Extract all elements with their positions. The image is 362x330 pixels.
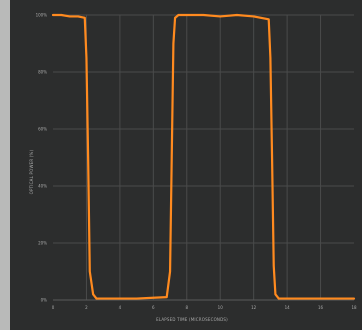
x-tick-label: 16 [318,305,324,310]
y-tick-label: 60% [38,127,47,132]
x-axis-title: ELAPSED TIME (MICROSECONDS) [156,317,228,322]
x-tick-label: 2 [85,305,88,310]
optical-power-line-chart: 0% 20% 40% 60% 80% 100% 0 2 4 6 8 10 12 14 16 18 OPTICA… [29,13,357,323]
y-tick-label: 80% [38,70,47,75]
x-tick-label: 4 [119,305,122,310]
x-tick-label: 14 [285,305,291,310]
y-tick-label: 20% [38,241,47,246]
series-group [51,13,356,300]
tick-labels: 0% 20% 40% 60% 80% 100% 0 2 4 6 8 10 12 14 16 18 [36,13,357,311]
chart-panel: 0% 20% 40% 60% 80% 100% 0 2 4 6 8 10 12 14 16 18 OPTICA… [10,0,362,330]
x-tick-label: 10 [218,305,224,310]
y-tick-label: 100% [36,13,48,18]
x-tick-label: 18 [351,305,357,310]
x-tick-label: 0 [52,305,55,310]
chart-grid [53,14,354,301]
x-tick-label: 6 [152,305,155,310]
x-tick-label: 12 [251,305,257,310]
series-line-optical-power [51,13,356,300]
y-tick-label: 0% [41,298,48,303]
y-axis-title: OPTICAL POWER (%) [29,149,34,194]
y-tick-label: 40% [38,184,47,189]
x-tick-label: 8 [186,305,189,310]
